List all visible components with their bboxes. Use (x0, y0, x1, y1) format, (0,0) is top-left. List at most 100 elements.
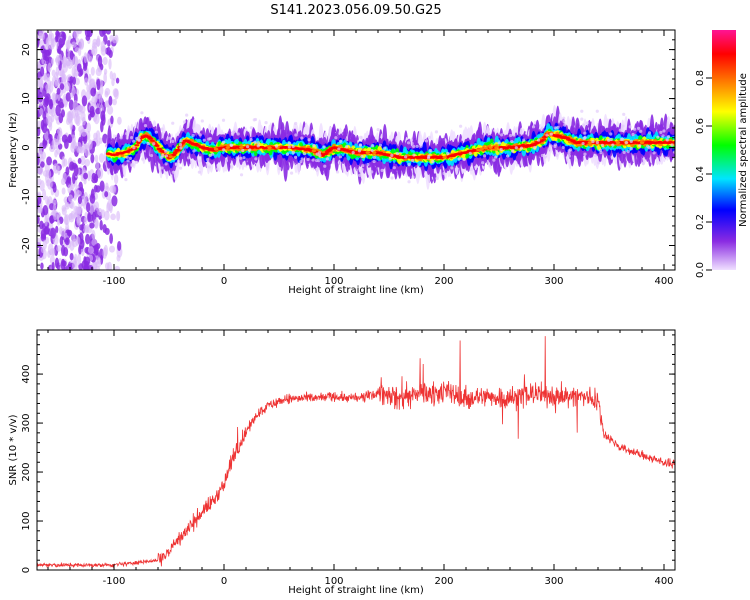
spectrogram-halo-point (469, 167, 473, 172)
spectrogram-halo-point (253, 140, 257, 144)
spectrogram-halo-point (450, 166, 454, 170)
spectrogram-noise-point (55, 66, 59, 77)
spectrogram-halo-point (358, 173, 362, 177)
spectrogram-ridge-cell (148, 137, 154, 140)
spectrogram-noise-point (69, 50, 74, 60)
spectrogram-halo-point (198, 133, 202, 137)
spectrogram-halo-point (137, 135, 141, 139)
snr-x-tick-label: 300 (544, 576, 563, 587)
spectrogram-noise-point (106, 105, 114, 115)
spectrogram-halo-point (652, 151, 656, 155)
spectrogram-noise-point (59, 83, 65, 90)
spectrogram-noise-point (93, 113, 100, 125)
spectrogram-halo-point (536, 138, 541, 142)
spectrogram-ridge-cell (149, 139, 155, 142)
spectrogram-halo-point (119, 136, 123, 140)
spectrogram-noise-point (54, 77, 60, 86)
spectrogram-noise-point (117, 116, 122, 125)
spectrogram-noise-point (41, 123, 48, 134)
spectrogram-ridge-cell (134, 144, 140, 147)
spectrogram-noise-point (65, 166, 70, 176)
spectrogram-halo-point (427, 135, 431, 139)
spectrogram-noise-point (37, 214, 40, 225)
spectrogram-noise-point (37, 120, 43, 130)
spectrogram-noise-point (76, 104, 82, 116)
spectrogram-halo-point (545, 133, 549, 137)
spectrogram-halo-point (647, 131, 652, 135)
spectrogram-noise-point (113, 173, 119, 185)
spectrogram-halo-point (287, 141, 292, 145)
spectrogram-noise-point (37, 156, 40, 166)
spectrogram-noise-point (46, 156, 53, 166)
spectrogram-halo-point (206, 157, 210, 162)
spectrogram-halo-point (242, 156, 246, 160)
spectrogram-halo-point (338, 155, 343, 159)
spectrogram-halo-point (311, 158, 315, 162)
spectrogram-halo-point (294, 133, 298, 137)
spectrogram-peak (530, 143, 535, 147)
spectrogram-halo-point (562, 116, 566, 120)
spectrogram-halo-point (208, 153, 212, 157)
spectrogram-noise-point (73, 164, 79, 177)
spectrogram-halo-point (132, 146, 136, 150)
spectrogram-y-tick-label: 0 (21, 144, 32, 150)
spectrogram-halo-point (580, 109, 584, 113)
spectrogram-halo-point (510, 139, 514, 144)
spectrogram-noise-point (47, 62, 52, 73)
spectrogram-halo-point (294, 121, 298, 126)
spectrogram-halo-point (215, 167, 220, 171)
spectrogram-noise-point (55, 54, 61, 67)
spectrogram-noise-point (53, 93, 58, 101)
spectrogram-halo-point (633, 127, 637, 131)
spectrogram-halo-point (176, 159, 181, 163)
spectrogram-noise-point (108, 58, 112, 70)
spectrogram-halo-point (370, 148, 374, 153)
spectrogram-halo-point (140, 111, 144, 115)
spectrogram-x-axis-label: Height of straight line (km) (288, 285, 424, 296)
spectrogram-noise-point (117, 240, 122, 251)
spectrogram-halo-point (164, 149, 168, 153)
spectrogram-noise-point (54, 149, 58, 158)
spectrogram-y-tick-label: 20 (21, 43, 32, 56)
spectrogram-halo-point (137, 138, 141, 142)
spectrogram-noise-point (69, 200, 75, 210)
spectrogram-noise-point (57, 127, 63, 136)
spectrogram-halo-point (125, 155, 129, 159)
spectrogram-halo-point (562, 119, 566, 124)
spectrogram-halo-point (200, 119, 204, 123)
spectrogram-noise-point (69, 252, 74, 261)
spectrogram-halo-point (411, 158, 415, 163)
spectrogram-noise-point (69, 240, 75, 251)
spectrogram-noise-point (37, 204, 43, 212)
spectrogram-noise-point (102, 56, 108, 66)
spectrogram-noise-point (69, 118, 73, 131)
spectrogram-halo-point (585, 121, 589, 125)
spectrogram-halo-point (553, 144, 557, 149)
spectrogram-noise-point (71, 41, 77, 48)
spectrogram-halo-point (406, 141, 411, 145)
spectrogram-noise-point (73, 30, 79, 39)
spectrogram-halo-point (160, 166, 164, 170)
spectrogram-x-tick-label: -100 (103, 276, 126, 287)
colorbar-tick-label: 0.4 (695, 166, 706, 182)
spectrogram-halo-point (409, 138, 413, 142)
spectrogram-noise-point (100, 45, 107, 56)
spectrogram-noise-point (104, 191, 109, 198)
spectrogram-noise-point (83, 191, 88, 203)
spectrogram-halo-point (171, 139, 175, 143)
spectrogram-noise-point (85, 233, 91, 245)
spectrogram-noise-point (107, 40, 111, 47)
spectrogram-halo-point (404, 155, 408, 159)
spectrogram-noise-point (87, 170, 91, 182)
spectrogram-noise-point (60, 244, 66, 256)
spectrogram-noise-point (84, 77, 89, 86)
spectrogram-halo-point (395, 151, 400, 156)
spectrogram-halo-point (357, 149, 362, 153)
spectrogram-noise-point (67, 135, 73, 144)
spectrogram-halo-point (249, 126, 254, 130)
spectrogram-halo-point (624, 140, 629, 145)
spectrogram-noise-point (96, 78, 101, 91)
spectrogram-noise-point (91, 238, 97, 247)
spectrogram-halo-point (415, 144, 419, 149)
spectrogram-noise-point (58, 37, 63, 47)
